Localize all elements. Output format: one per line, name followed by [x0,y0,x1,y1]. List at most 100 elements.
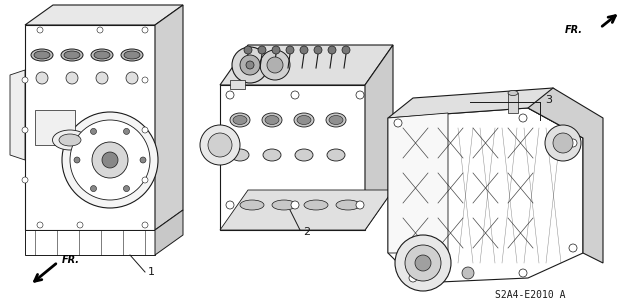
Polygon shape [155,5,183,230]
Ellipse shape [94,51,110,59]
Circle shape [356,201,364,209]
Polygon shape [35,110,75,145]
Circle shape [415,255,431,271]
Polygon shape [155,210,183,255]
Ellipse shape [304,200,328,210]
Circle shape [300,46,308,54]
Circle shape [74,157,80,163]
Ellipse shape [124,51,140,59]
Circle shape [342,46,350,54]
Circle shape [226,91,234,99]
Circle shape [553,133,573,153]
Polygon shape [220,85,365,230]
Circle shape [90,128,97,134]
Circle shape [409,274,417,282]
Ellipse shape [263,149,281,161]
Circle shape [77,222,83,228]
Ellipse shape [31,49,53,61]
Polygon shape [508,93,518,113]
Text: 1: 1 [148,267,155,277]
Text: 3: 3 [545,95,552,105]
Circle shape [291,201,299,209]
Circle shape [37,222,43,228]
Polygon shape [528,88,603,263]
Circle shape [569,139,577,147]
Polygon shape [388,113,448,253]
Circle shape [272,46,280,54]
Circle shape [462,267,474,279]
Ellipse shape [508,91,518,95]
Polygon shape [365,45,393,230]
Circle shape [97,27,103,33]
Circle shape [142,127,148,133]
Circle shape [240,55,260,75]
Circle shape [246,61,254,69]
Circle shape [22,177,28,183]
Ellipse shape [297,116,311,124]
Ellipse shape [34,51,50,59]
Ellipse shape [294,113,314,127]
Polygon shape [25,230,155,255]
Circle shape [267,57,283,73]
Ellipse shape [329,116,343,124]
Polygon shape [388,108,583,283]
Polygon shape [220,45,393,85]
Circle shape [124,128,129,134]
Polygon shape [230,80,245,89]
Ellipse shape [265,116,279,124]
Circle shape [545,125,581,161]
Circle shape [519,269,527,277]
Ellipse shape [262,113,282,127]
Circle shape [569,244,577,252]
Circle shape [356,91,364,99]
Ellipse shape [64,51,80,59]
Circle shape [96,72,108,84]
Circle shape [286,46,294,54]
Circle shape [22,77,28,83]
Circle shape [200,125,240,165]
Circle shape [142,222,148,228]
Text: FR.: FR. [565,25,583,35]
Circle shape [328,46,336,54]
Polygon shape [388,88,583,138]
Circle shape [232,47,268,83]
Circle shape [22,127,28,133]
Circle shape [102,152,118,168]
Ellipse shape [231,149,249,161]
Ellipse shape [272,200,296,210]
Circle shape [92,142,128,178]
Ellipse shape [336,200,360,210]
Circle shape [36,72,48,84]
Text: FR.: FR. [62,255,80,265]
Circle shape [62,112,158,208]
Circle shape [395,235,451,291]
Ellipse shape [233,116,247,124]
Ellipse shape [327,149,345,161]
Circle shape [226,201,234,209]
Circle shape [244,46,252,54]
Circle shape [142,27,148,33]
Circle shape [314,46,322,54]
Ellipse shape [61,49,83,61]
Circle shape [140,157,146,163]
Circle shape [394,119,402,127]
Circle shape [70,120,150,200]
Text: 2: 2 [303,227,310,237]
Circle shape [126,72,138,84]
Ellipse shape [121,49,143,61]
Ellipse shape [52,130,88,150]
Circle shape [37,27,43,33]
Polygon shape [25,25,155,230]
Circle shape [90,186,97,192]
Circle shape [142,177,148,183]
Ellipse shape [240,200,264,210]
Circle shape [124,186,129,192]
Circle shape [66,72,78,84]
Text: S2A4-E2010 A: S2A4-E2010 A [495,290,565,300]
Circle shape [208,133,232,157]
Circle shape [258,46,266,54]
Ellipse shape [59,134,81,146]
Circle shape [291,91,299,99]
Ellipse shape [230,113,250,127]
Circle shape [405,245,441,281]
